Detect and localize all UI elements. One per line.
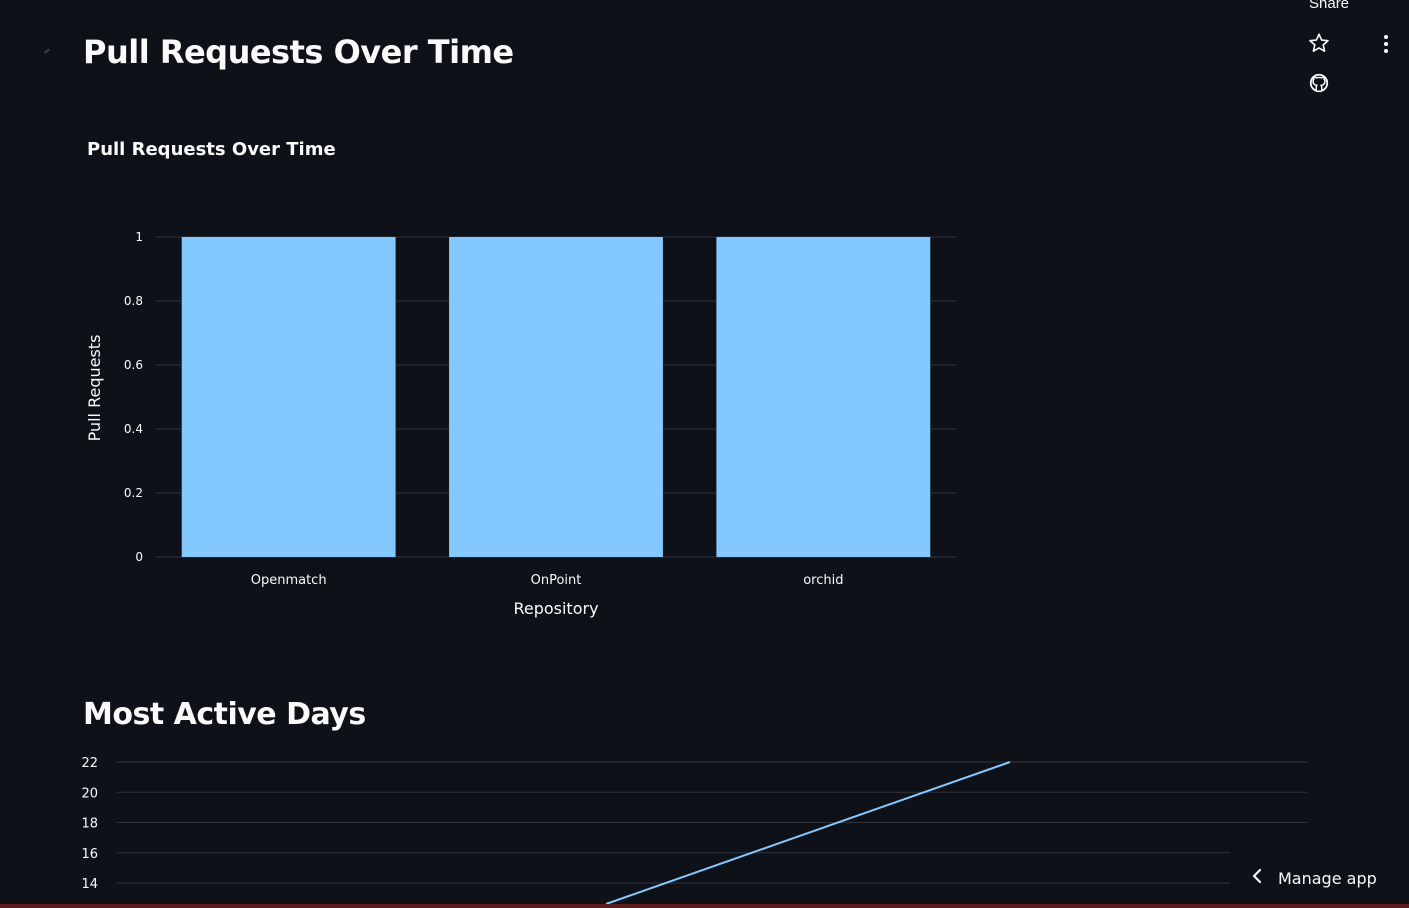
manage-app-button[interactable]: Manage app <box>1250 860 1400 896</box>
y-tick-label: 0.2 <box>124 486 143 500</box>
y-tick-label: 16 <box>81 847 98 862</box>
y-tick-label: 14 <box>81 877 98 892</box>
share-button[interactable]: Share <box>1309 0 1350 12</box>
y-tick-label: 20 <box>81 786 98 801</box>
section-title: Most Active Days <box>83 697 366 732</box>
y-tick-label: 0 <box>135 550 143 564</box>
y-tick-label: 18 <box>81 817 98 832</box>
chevron-left-icon <box>1250 868 1264 888</box>
line-series <box>605 761 1011 905</box>
x-tick-label: Openmatch <box>251 573 327 588</box>
bar[interactable] <box>449 237 663 557</box>
star-icon[interactable] <box>1308 32 1330 58</box>
x-tick-label: OnPoint <box>531 573 582 588</box>
y-tick-label: 22 <box>81 756 98 771</box>
bar[interactable] <box>181 237 396 557</box>
y-tick-label: 0.6 <box>124 358 143 372</box>
bar[interactable] <box>716 237 931 557</box>
x-axis-label: Repository <box>513 599 598 618</box>
x-tick-label: orchid <box>803 573 843 588</box>
kebab-menu-icon[interactable] <box>1380 33 1392 59</box>
page-title: Pull Requests Over Time <box>83 33 514 71</box>
y-tick-label: 0.8 <box>124 294 143 308</box>
bar-chart-title: Pull Requests Over Time <box>87 139 336 160</box>
manage-app-label: Manage app <box>1278 868 1377 888</box>
y-tick-label: 0.4 <box>124 422 143 436</box>
y-tick-label: 1 <box>135 230 143 244</box>
github-icon[interactable] <box>1308 72 1330 98</box>
bottom-status-bar <box>0 904 1409 908</box>
y-axis-label: Pull Requests <box>85 335 104 442</box>
